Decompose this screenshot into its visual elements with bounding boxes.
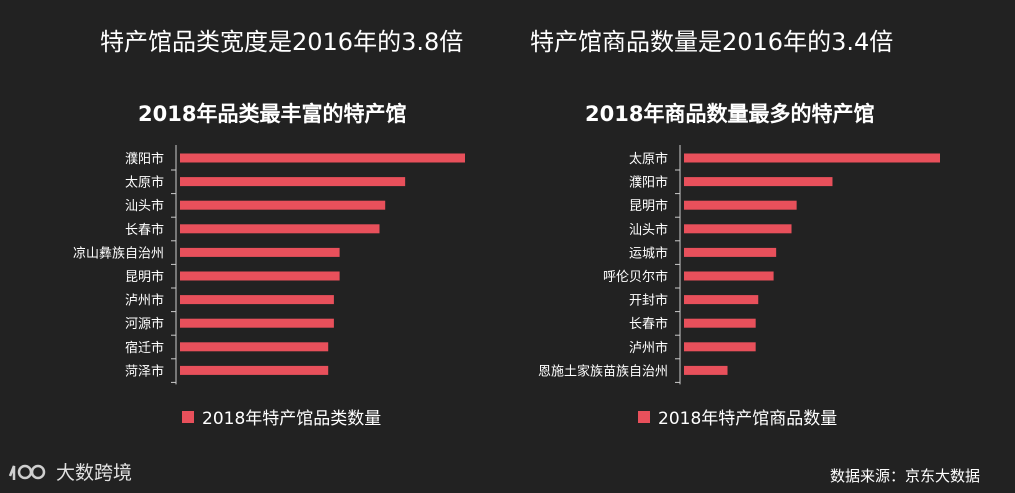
legend-swatch-right [638,410,650,423]
left-bar [180,247,340,257]
left-tick-label: 宿迁市 [125,340,164,356]
right-tick-label: 泸州市 [629,340,668,356]
right-tick-label: 呼伦贝尔市 [603,269,668,285]
left-bar [180,318,334,328]
left-tick-label: 河源市 [125,316,164,332]
left-tick-label: 濮阳市 [125,151,164,167]
left-tick-label: 菏泽市 [125,363,164,379]
right-tick-label: 濮阳市 [629,175,668,191]
legend-label-right: 2018年特产馆商品数量 [658,409,838,429]
left-bar [180,342,329,352]
right-bar [684,271,774,281]
legend-label-left: 2018年特产馆品类数量 [202,409,382,429]
left-bar [180,224,380,234]
brand-logo: 大数跨境 [8,458,132,485]
left-bar [180,365,329,375]
headline-right: 特产馆商品数量是2016年的3.4倍 [530,28,894,56]
legend-right: 2018年特产馆商品数量 [638,404,837,429]
left-bar [180,295,334,305]
left-bar [180,271,340,281]
chart-title-right: 2018年商品数量最多的特产馆 [585,102,875,126]
right-tick-label: 恩施土家族苗族自治州 [538,363,668,379]
legend-left: 2018年特产馆品类数量 [182,404,381,429]
right-bar [684,342,756,352]
right-bar [684,365,728,375]
right-bar [684,153,940,163]
left-bar [180,153,465,163]
right-bar [684,247,777,257]
left-tick-label: 凉山彝族自治州 [73,245,164,261]
right-tick-label: 运城市 [629,245,668,261]
left-bar [180,177,406,187]
right-bar [684,295,759,305]
right-tick-label: 太原市 [629,151,668,167]
left-tick-label: 长春市 [125,222,164,238]
left-tick-label: 昆明市 [125,269,164,285]
brand-mark-icon [8,464,46,480]
right-tick-label: 昆明市 [629,198,668,214]
right-tick-label: 汕头市 [629,222,668,238]
right-bar [684,200,797,210]
right-tick-label: 开封市 [629,293,668,309]
brand-logo-text: 大数跨境 [56,462,133,484]
left-bar [180,200,386,210]
left-tick-label: 汕头市 [125,198,164,214]
left-tick-label: 太原市 [125,175,164,191]
left-tick-label: 泸州市 [125,293,164,309]
headline-left: 特产馆品类宽度是2016年的3.8倍 [100,28,464,56]
right-bar [684,224,792,234]
right-tick-label: 长春市 [629,316,668,332]
right-bar [684,318,756,328]
right-bar [684,177,833,187]
chart-title-left: 2018年品类最丰富的特产馆 [138,102,407,126]
legend-swatch-left [182,410,194,423]
data-source: 数据来源：京东大数据 [829,467,980,485]
